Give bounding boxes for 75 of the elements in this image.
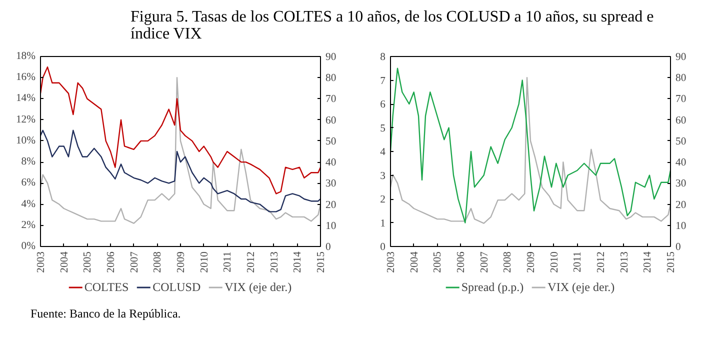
y-tick-label: 0 bbox=[380, 242, 386, 253]
x-tick-label: 2011 bbox=[222, 251, 234, 272]
y-tick-label: 4% bbox=[21, 198, 36, 210]
legend-label: COLUSD bbox=[152, 280, 201, 294]
x-tick-label: 2012 bbox=[596, 252, 607, 273]
legend-label: VIX (eje der.) bbox=[548, 280, 615, 294]
x-tick-label: 2013 bbox=[619, 252, 630, 273]
y-tick-label: 8 bbox=[380, 52, 386, 63]
y2-tick-label: 0 bbox=[676, 242, 681, 253]
y-tick-label: 4 bbox=[380, 147, 386, 158]
source-note: Fuente: Banco de la República. bbox=[30, 306, 181, 320]
x-tick-label: 2009 bbox=[526, 252, 537, 273]
y-tick-label: 12% bbox=[16, 114, 36, 126]
y2-tick-label: 90 bbox=[676, 52, 686, 63]
x-tick-label: 2003 bbox=[36, 252, 47, 273]
y-tick-label: 1 bbox=[380, 218, 386, 230]
line-series bbox=[40, 77, 320, 224]
y-tick-label: 8% bbox=[21, 156, 36, 168]
x-tick-label: 2004 bbox=[59, 250, 70, 273]
y2-tick-label: 60 bbox=[676, 115, 686, 126]
x-tick-label: 2013 bbox=[269, 252, 280, 273]
legend-label: VIX (eje der.) bbox=[224, 280, 292, 294]
y-tick-label: 2% bbox=[21, 220, 36, 231]
x-tick-label: 2005 bbox=[82, 252, 94, 273]
x-tick-label: 2006 bbox=[456, 250, 467, 273]
x-tick-label: 2007 bbox=[129, 250, 140, 273]
x-tick-label: 2006 bbox=[106, 250, 117, 273]
x-tick-label: 2008 bbox=[502, 252, 514, 273]
x-tick-label: 2003 bbox=[386, 252, 397, 273]
x-tick-label: 2014 bbox=[292, 250, 304, 273]
x-tick-label: 2012 bbox=[246, 252, 257, 273]
line-series bbox=[40, 130, 320, 212]
y-tick-label: 6 bbox=[380, 100, 386, 110]
y-tick-label: 16% bbox=[16, 72, 36, 84]
y-tick-label: 10% bbox=[16, 135, 36, 146]
y-tick-label: 3 bbox=[380, 170, 386, 182]
y2-tick-label: 10 bbox=[676, 220, 686, 232]
x-tick-label: 2010 bbox=[549, 252, 560, 273]
y2-tick-label: 70 bbox=[676, 94, 686, 106]
y2-tick-label: 30 bbox=[326, 178, 336, 190]
x-tick-label: 2015 bbox=[666, 252, 677, 273]
x-tick-label: 2015 bbox=[316, 252, 327, 273]
y-tick-label: 14% bbox=[16, 93, 36, 104]
x-tick-label: 2004 bbox=[409, 250, 420, 273]
y2-tick-label: 80 bbox=[676, 73, 686, 84]
y-tick-label: 5 bbox=[380, 123, 386, 134]
x-tick-label: 2007 bbox=[479, 250, 490, 273]
y2-tick-label: 80 bbox=[326, 73, 336, 84]
y2-tick-label: 20 bbox=[326, 200, 336, 211]
legend-label: COLTES bbox=[84, 280, 129, 294]
y2-tick-label: 30 bbox=[676, 178, 686, 190]
text: Figura 5. Tasas de los COLTES a 10 años, de los COLUSD a 10 años, su spread e índice VIX bbox=[130, 8, 654, 42]
line-series bbox=[40, 66, 320, 194]
x-tick-label: 2011 bbox=[572, 251, 584, 272]
y2-tick-label: 0 bbox=[326, 242, 331, 253]
x-tick-label: 2005 bbox=[432, 252, 444, 273]
y2-tick-label: 90 bbox=[326, 52, 336, 63]
legend-label: Spread (p.p.) bbox=[461, 280, 524, 294]
x-tick-label: 2009 bbox=[176, 252, 187, 273]
x-tick-label: 2010 bbox=[199, 252, 210, 273]
y2-tick-label: 70 bbox=[326, 94, 336, 106]
y2-tick-label: 50 bbox=[326, 136, 336, 148]
y2-tick-label: 50 bbox=[676, 136, 686, 148]
y2-tick-label: 40 bbox=[676, 158, 686, 169]
y2-tick-label: 60 bbox=[326, 115, 336, 126]
x-tick-label: 2014 bbox=[642, 250, 654, 273]
y-tick-label: 7 bbox=[380, 76, 386, 87]
y2-tick-label: 20 bbox=[676, 200, 686, 211]
y-tick-label: 0% bbox=[21, 241, 36, 252]
x-tick-label: 2008 bbox=[152, 252, 164, 273]
y2-tick-label: 10 bbox=[326, 220, 336, 232]
y-tick-label: 18% bbox=[16, 51, 36, 62]
y2-tick-label: 40 bbox=[326, 158, 336, 169]
y-tick-label: 2 bbox=[380, 194, 386, 206]
y-tick-label: 6% bbox=[21, 178, 36, 189]
